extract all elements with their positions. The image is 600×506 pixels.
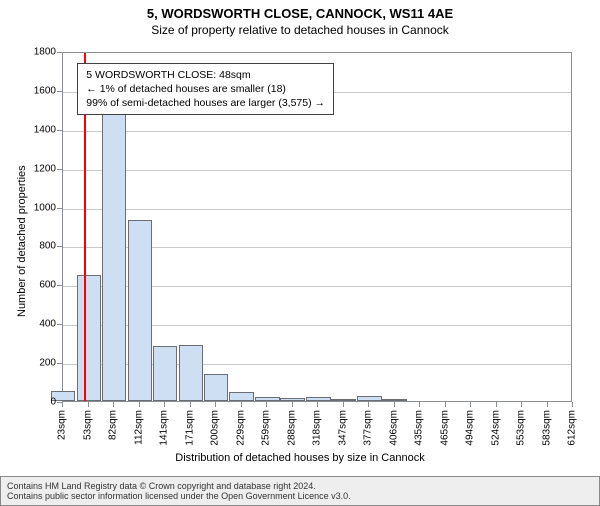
xtick-label: 23sqm bbox=[57, 410, 68, 440]
footer-attribution: Contains HM Land Registry data © Crown c… bbox=[0, 476, 600, 506]
xtick-mark bbox=[572, 402, 573, 407]
ytick-label: 1800 bbox=[22, 47, 56, 58]
xtick-label: 377sqm bbox=[363, 410, 374, 446]
xtick-mark bbox=[62, 402, 63, 407]
ytick-label: 1400 bbox=[22, 124, 56, 135]
histogram-bar bbox=[102, 113, 126, 401]
xtick-label: 82sqm bbox=[108, 410, 119, 440]
ytick-label: 0 bbox=[22, 397, 56, 408]
ytick-mark bbox=[57, 130, 62, 131]
ytick-label: 200 bbox=[22, 358, 56, 369]
gridline bbox=[63, 170, 571, 171]
histogram-bar bbox=[280, 398, 304, 402]
xtick-label: 288sqm bbox=[286, 410, 297, 446]
xtick-mark bbox=[368, 402, 369, 407]
info-line-3: 99% of semi-detached houses are larger (… bbox=[86, 96, 325, 110]
xtick-mark bbox=[419, 402, 420, 407]
xtick-label: 553sqm bbox=[516, 410, 527, 446]
xtick-mark bbox=[496, 402, 497, 407]
ytick-label: 400 bbox=[22, 319, 56, 330]
xtick-mark bbox=[445, 402, 446, 407]
histogram-bar bbox=[229, 392, 253, 401]
histogram-bar bbox=[153, 346, 177, 401]
xtick-label: 494sqm bbox=[465, 410, 476, 446]
histogram-bar bbox=[255, 397, 279, 401]
x-axis-label: Distribution of detached houses by size … bbox=[0, 452, 600, 464]
chart-area: 5 WORDSWORTH CLOSE: 48sqm ← 1% of detach… bbox=[62, 52, 572, 402]
xtick-mark bbox=[241, 402, 242, 407]
xtick-mark bbox=[113, 402, 114, 407]
ytick-mark bbox=[57, 246, 62, 247]
xtick-mark bbox=[521, 402, 522, 407]
xtick-label: 524sqm bbox=[490, 410, 501, 446]
xtick-label: 112sqm bbox=[133, 410, 144, 445]
histogram-bar bbox=[128, 220, 152, 401]
xtick-mark bbox=[343, 402, 344, 407]
xtick-label: 171sqm bbox=[184, 410, 195, 446]
xtick-label: 200sqm bbox=[210, 410, 221, 446]
info-line-1: 5 WORDSWORTH CLOSE: 48sqm bbox=[86, 68, 325, 82]
xtick-label: 435sqm bbox=[414, 410, 425, 446]
xtick-label: 583sqm bbox=[541, 410, 552, 446]
ytick-mark bbox=[57, 363, 62, 364]
xtick-mark bbox=[215, 402, 216, 407]
gridline bbox=[63, 131, 571, 132]
ytick-mark bbox=[57, 208, 62, 209]
histogram-bar bbox=[306, 397, 330, 401]
ytick-mark bbox=[57, 91, 62, 92]
histogram-bar bbox=[382, 399, 406, 401]
gridline bbox=[63, 209, 571, 210]
footer-line-1: Contains HM Land Registry data © Crown c… bbox=[7, 481, 593, 491]
xtick-mark bbox=[394, 402, 395, 407]
histogram-bar bbox=[331, 399, 355, 401]
histogram-bar bbox=[179, 345, 203, 401]
xtick-mark bbox=[139, 402, 140, 407]
histogram-bar bbox=[357, 396, 381, 401]
xtick-mark bbox=[547, 402, 548, 407]
ytick-mark bbox=[57, 169, 62, 170]
xtick-mark bbox=[317, 402, 318, 407]
xtick-mark bbox=[190, 402, 191, 407]
xtick-label: 53sqm bbox=[82, 410, 93, 440]
xtick-label: 318sqm bbox=[312, 410, 323, 446]
xtick-mark bbox=[292, 402, 293, 407]
ytick-mark bbox=[57, 285, 62, 286]
xtick-label: 141sqm bbox=[159, 410, 170, 446]
xtick-mark bbox=[470, 402, 471, 407]
info-line-2: ← 1% of detached houses are smaller (18) bbox=[86, 82, 325, 96]
histogram-bar bbox=[204, 374, 228, 401]
ytick-mark bbox=[57, 52, 62, 53]
chart-title-sub: Size of property relative to detached ho… bbox=[0, 23, 600, 37]
xtick-label: 406sqm bbox=[388, 410, 399, 446]
ytick-label: 1600 bbox=[22, 85, 56, 96]
chart-title-main: 5, WORDSWORTH CLOSE, CANNOCK, WS11 4AE bbox=[0, 6, 600, 21]
xtick-label: 465sqm bbox=[439, 410, 450, 446]
xtick-mark bbox=[164, 402, 165, 407]
xtick-label: 229sqm bbox=[235, 410, 246, 446]
xtick-label: 259sqm bbox=[261, 410, 272, 446]
xtick-label: 347sqm bbox=[337, 410, 348, 446]
xtick-mark bbox=[88, 402, 89, 407]
histogram-bar bbox=[77, 275, 101, 401]
xtick-mark bbox=[266, 402, 267, 407]
info-box: 5 WORDSWORTH CLOSE: 48sqm ← 1% of detach… bbox=[77, 63, 334, 116]
y-axis-label: Number of detached properties bbox=[16, 165, 28, 317]
ytick-mark bbox=[57, 324, 62, 325]
xtick-label: 612sqm bbox=[567, 410, 578, 446]
